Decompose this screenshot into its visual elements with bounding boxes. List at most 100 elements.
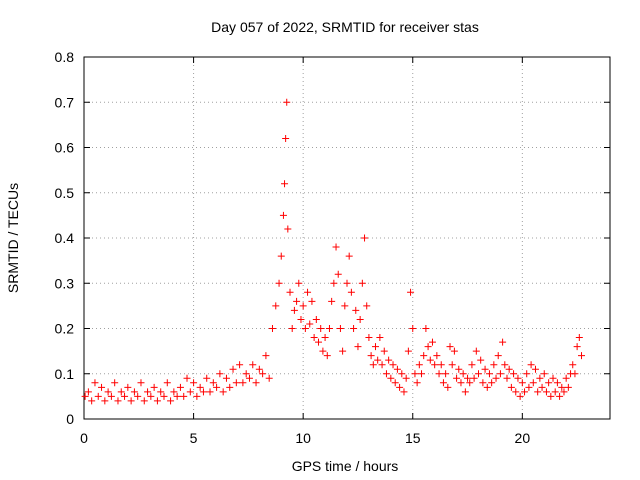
data-point — [283, 98, 291, 106]
data-point — [418, 370, 426, 378]
y-tick-label: 0.2 — [55, 321, 75, 337]
data-point — [512, 388, 520, 396]
data-point — [111, 379, 119, 387]
data-point — [558, 383, 566, 391]
data-point — [193, 392, 201, 400]
data-point — [222, 374, 230, 382]
data-point — [150, 383, 158, 391]
data-point — [325, 325, 333, 332]
data-point — [376, 334, 384, 342]
data-point — [308, 297, 316, 305]
data-point — [514, 374, 522, 382]
data-point — [371, 343, 379, 351]
data-point — [229, 365, 237, 373]
data-point — [236, 361, 244, 369]
data-point — [475, 370, 482, 378]
data-point — [232, 379, 240, 387]
data-point — [265, 374, 273, 382]
x-tick-label: 10 — [295, 430, 311, 446]
data-point — [411, 370, 419, 378]
data-point — [437, 361, 445, 369]
data-point — [536, 374, 544, 382]
data-point — [341, 302, 349, 310]
data-point — [275, 279, 283, 287]
data-point — [385, 356, 393, 364]
data-point — [216, 370, 224, 378]
data-point — [153, 397, 161, 405]
data-point — [249, 361, 257, 369]
data-point — [299, 302, 307, 310]
y-axis-label: SRMTID / TECUs — [5, 183, 21, 293]
data-point — [527, 361, 535, 369]
data-point — [170, 388, 178, 396]
data-point — [284, 225, 292, 233]
y-tick-label: 0.5 — [55, 185, 75, 201]
data-point — [219, 388, 227, 396]
data-point — [389, 361, 397, 369]
data-point — [477, 356, 485, 364]
data-point — [183, 374, 191, 382]
data-point — [117, 388, 125, 396]
data-point — [98, 383, 106, 391]
data-point — [281, 180, 289, 188]
axis-ticks: 0 0.1 0.2 0.3 0.4 0.5 0.6 0.7 0.8 0 5 10 15 20 — [55, 49, 610, 446]
y-tick-label: 0.8 — [55, 49, 75, 65]
data-point — [400, 388, 408, 396]
data-point — [488, 379, 496, 387]
data-point — [518, 379, 526, 387]
data-point — [259, 370, 267, 378]
data-point — [330, 279, 338, 287]
data-point — [306, 320, 314, 328]
data-point — [455, 365, 463, 373]
data-point — [549, 374, 557, 382]
data-point — [130, 388, 138, 396]
data-point — [461, 388, 469, 396]
data-point — [374, 356, 382, 364]
data-point — [393, 365, 401, 373]
data-point — [439, 379, 447, 387]
data-point — [551, 388, 559, 396]
data-point — [510, 370, 518, 378]
data-point — [147, 392, 155, 400]
data-point — [157, 388, 165, 396]
data-point — [199, 388, 207, 396]
data-point — [426, 356, 434, 364]
data-point — [288, 325, 296, 332]
data-point — [503, 374, 511, 382]
data-point — [422, 325, 430, 332]
data-point — [279, 211, 287, 219]
data-point — [428, 338, 436, 346]
data-point — [483, 383, 491, 391]
data-point — [101, 397, 109, 405]
data-point — [144, 388, 152, 396]
data-point — [209, 379, 217, 387]
data-point — [180, 392, 188, 400]
x-axis-label: GPS time / hours — [292, 458, 399, 474]
data-point — [490, 361, 498, 369]
data-point — [88, 397, 96, 405]
data-point — [107, 392, 115, 400]
data-point — [134, 392, 142, 400]
data-point — [562, 374, 570, 382]
data-point — [391, 379, 399, 387]
data-point — [239, 379, 247, 387]
data-point — [262, 352, 270, 360]
data-point — [347, 288, 355, 296]
data-point — [499, 338, 507, 346]
data-point — [516, 392, 524, 400]
data-point — [450, 347, 458, 355]
data-point — [361, 234, 369, 242]
data-point — [173, 392, 181, 400]
data-point — [540, 370, 548, 378]
data-point — [356, 315, 364, 323]
data-point — [492, 374, 500, 382]
data-point — [295, 279, 303, 287]
data-point — [286, 288, 294, 296]
data-point — [334, 270, 342, 278]
x-tick-label: 0 — [80, 430, 88, 446]
data-point — [140, 397, 148, 405]
data-point — [470, 374, 478, 382]
data-point — [464, 374, 472, 382]
data-point — [282, 134, 290, 142]
